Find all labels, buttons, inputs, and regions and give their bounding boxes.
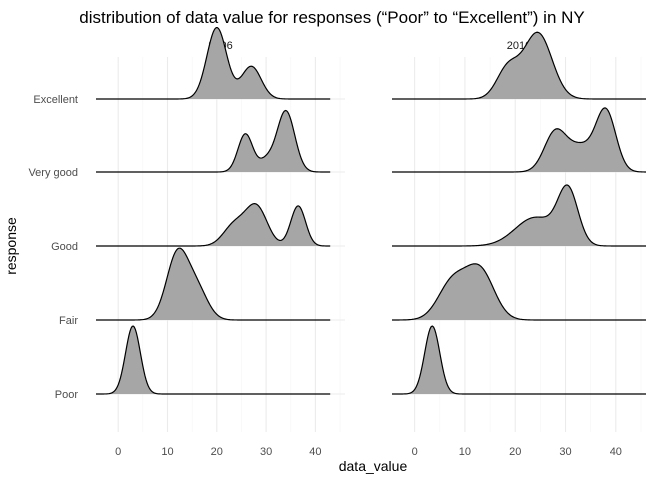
ridge-area-2010-very-good — [392, 107, 646, 172]
ridge-area-2006-good — [96, 203, 331, 246]
x-tick-label: 40 — [610, 446, 622, 458]
y-tick-label: Good — [51, 241, 78, 253]
y-tick-label: Poor — [55, 389, 79, 401]
x-tick-label: 30 — [559, 446, 571, 458]
ridge-line-2006-very-good — [96, 109, 331, 173]
ridge-line-2010-excellent — [392, 31, 646, 100]
ridge-line-2010-very-good — [392, 107, 647, 173]
ridge-area-2010-excellent — [392, 32, 646, 99]
x-tick-label: 0 — [412, 446, 418, 458]
y-tick-label: Fair — [59, 315, 78, 327]
x-tick-label: 10 — [459, 446, 471, 458]
facet-panels: 20060102030402010010203040 — [96, 27, 647, 458]
chart-title: distribution of data value for responses… — [79, 8, 585, 27]
ridge-line-2006-good — [96, 203, 331, 247]
x-tick-label: 0 — [115, 446, 121, 458]
x-tick-label: 30 — [260, 446, 272, 458]
ridge-area-2010-poor — [392, 326, 646, 394]
ridge-line-2010-good — [392, 184, 646, 247]
y-axis-labels: Poor Fair Good Very good Excellent — [28, 94, 78, 401]
x-tick-label: 20 — [211, 446, 223, 458]
ridge-area-2006-poor — [96, 326, 331, 394]
ridge-area-2006-very-good — [96, 110, 331, 172]
y-axis-title: response — [3, 217, 19, 275]
ridge-line-2006-excellent — [96, 27, 331, 100]
x-tick-label: 20 — [509, 446, 521, 458]
y-tick-label: Very good — [28, 167, 78, 179]
ridge-area-2010-good — [392, 184, 646, 246]
ridge-line-2006-poor — [96, 325, 331, 395]
x-axis-title: data_value — [339, 458, 408, 474]
x-tick-label: 10 — [161, 446, 173, 458]
x-tick-label: 40 — [309, 446, 321, 458]
ridge-line-2006-fair — [96, 247, 331, 321]
panel-2006: 2006010203040 — [96, 27, 345, 458]
ridge-area-2006-excellent — [96, 27, 331, 100]
ridge-line-2010-fair — [391, 263, 646, 321]
y-tick-label: Excellent — [33, 94, 78, 106]
ridge-line-2010-poor — [392, 325, 646, 395]
ridge-area-2010-fair — [392, 263, 646, 320]
